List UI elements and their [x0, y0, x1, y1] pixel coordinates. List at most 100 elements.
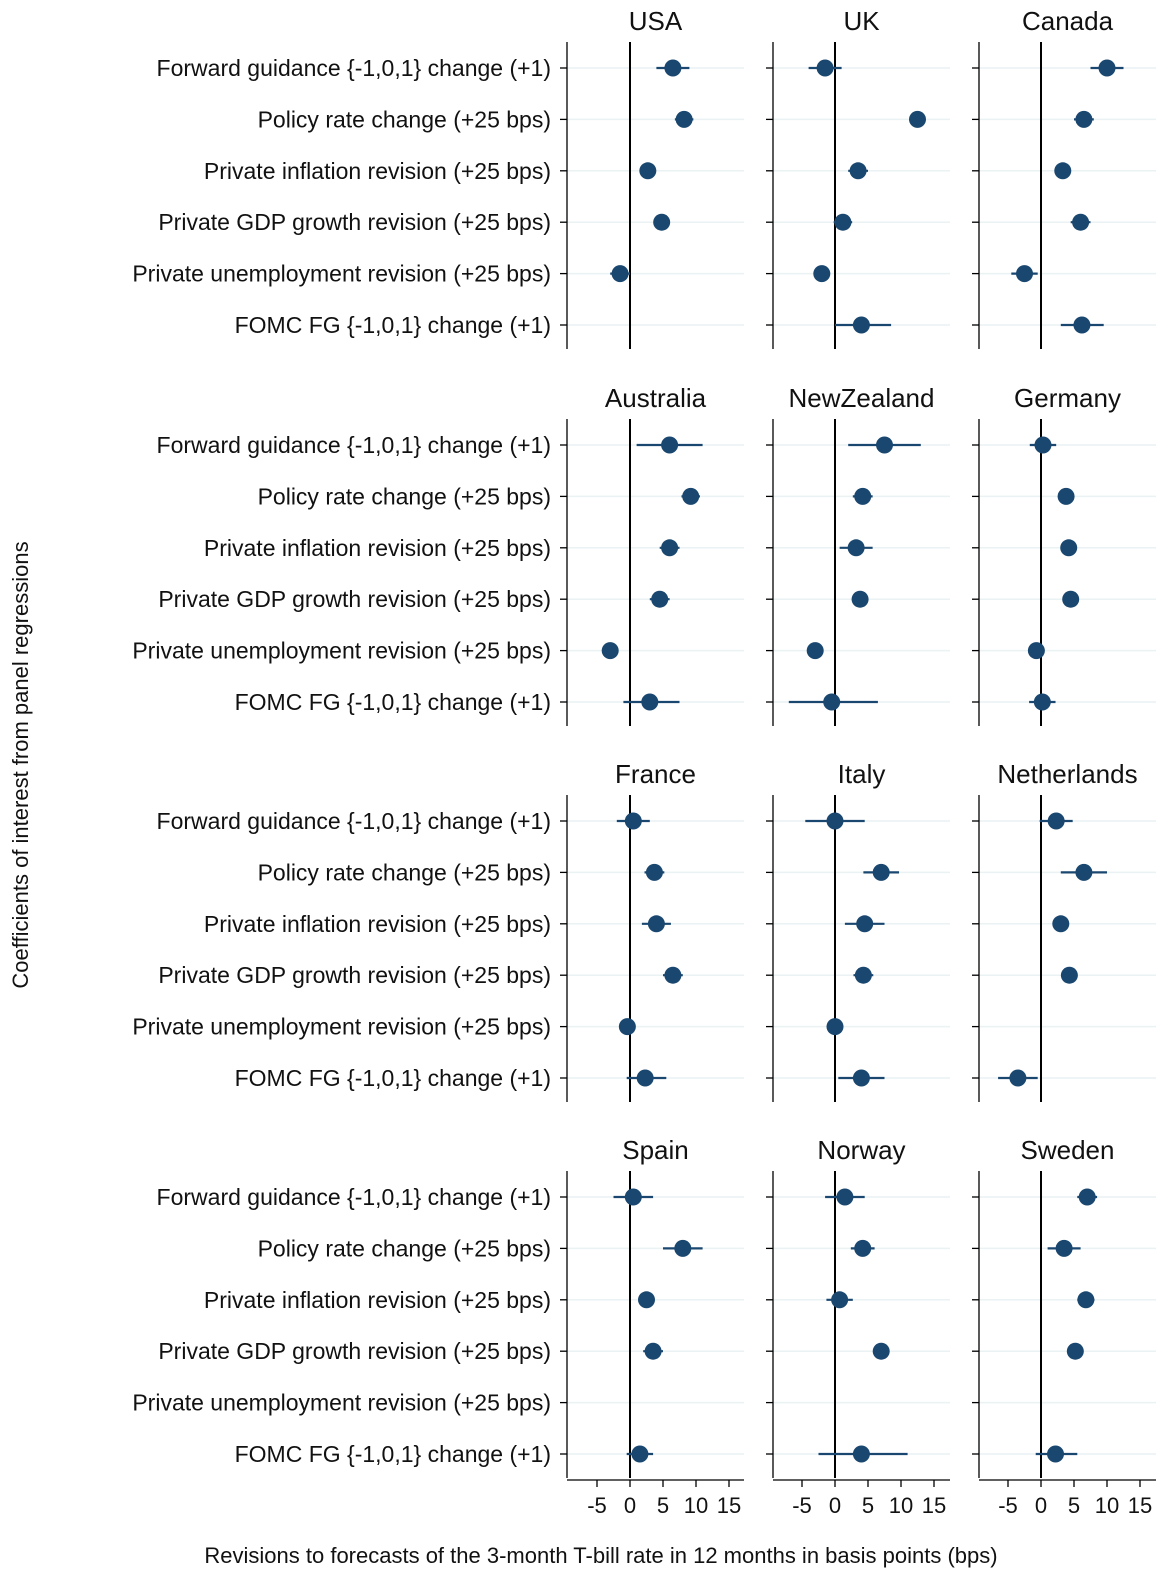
panel-title-norway: Norway [817, 1135, 905, 1165]
panel-title-sweden: Sweden [1021, 1135, 1115, 1165]
point-uk-3 [834, 213, 852, 231]
panel-title-canada: Canada [1022, 6, 1114, 36]
panel-title-usa: USA [629, 6, 683, 36]
row-label-1-1: Policy rate change (+25 bps) [258, 483, 551, 509]
point-canada-0 [1098, 59, 1116, 77]
panel-title-newzealand: NewZealand [789, 383, 935, 413]
row-label-2-4: Private unemployment revision (+25 bps) [132, 1014, 551, 1040]
point-newzealand-1 [854, 487, 872, 505]
panel-title-spain: Spain [622, 1135, 689, 1165]
point-newzealand-5 [823, 693, 841, 711]
point-netherlands-3 [1060, 966, 1078, 984]
point-uk-2 [849, 162, 867, 180]
point-italy-4 [826, 1018, 844, 1036]
point-uk-4 [813, 265, 831, 283]
point-sweden-0 [1078, 1188, 1096, 1206]
point-spain-0 [624, 1188, 642, 1206]
point-newzealand-2 [847, 539, 865, 557]
point-australia-1 [682, 487, 700, 505]
x-tick-label-1-3: 10 [889, 1493, 913, 1518]
point-germany-4 [1027, 642, 1045, 660]
point-germany-2 [1060, 539, 1078, 557]
x-tick-label-0-4: 15 [717, 1493, 741, 1518]
point-australia-3 [651, 590, 669, 608]
point-sweden-5 [1047, 1445, 1065, 1463]
point-france-0 [624, 812, 642, 830]
point-netherlands-1 [1075, 863, 1093, 881]
panel-title-france: France [615, 759, 696, 789]
panel-title-uk: UK [843, 6, 880, 36]
labels-layer: USA UK Canada Australia NewZealand Germany Fra… [132, 6, 1152, 1518]
point-italy-3 [854, 966, 872, 984]
point-netherlands-2 [1052, 915, 1070, 933]
point-usa-2 [639, 162, 657, 180]
row-label-0-1: Policy rate change (+25 bps) [258, 106, 551, 132]
row-label-1-4: Private unemployment revision (+25 bps) [132, 638, 551, 664]
panel-title-germany: Germany [1014, 383, 1121, 413]
point-usa-3 [653, 213, 671, 231]
x-axis-title: Revisions to forecasts of the 3-month T-… [204, 1543, 997, 1568]
point-spain-5 [631, 1445, 649, 1463]
x-tick-label-2-3: 10 [1095, 1493, 1119, 1518]
row-label-0-0: Forward guidance {-1,0,1} change (+1) [157, 55, 551, 81]
x-tick-label-0-0: -5 [587, 1493, 607, 1518]
row-label-0-4: Private unemployment revision (+25 bps) [132, 261, 551, 287]
panel-title-italy: Italy [838, 759, 886, 789]
point-spain-1 [674, 1239, 692, 1257]
point-france-1 [645, 863, 663, 881]
point-germany-1 [1057, 487, 1075, 505]
point-germany-3 [1062, 590, 1080, 608]
point-canada-1 [1075, 110, 1093, 128]
point-france-3 [664, 966, 682, 984]
row-label-3-3: Private GDP growth revision (+25 bps) [158, 1338, 551, 1364]
row-label-3-4: Private unemployment revision (+25 bps) [132, 1390, 551, 1416]
row-label-0-5: FOMC FG {-1,0,1} change (+1) [235, 312, 551, 338]
point-canada-4 [1016, 265, 1033, 283]
row-label-1-0: Forward guidance {-1,0,1} change (+1) [157, 432, 551, 458]
point-norway-2 [831, 1291, 849, 1309]
row-label-2-3: Private GDP growth revision (+25 bps) [158, 962, 551, 988]
point-newzealand-3 [851, 590, 869, 608]
row-label-3-1: Policy rate change (+25 bps) [258, 1235, 551, 1261]
point-uk-5 [852, 316, 870, 334]
point-france-2 [647, 915, 665, 933]
x-tick-label-1-4: 15 [922, 1493, 946, 1518]
x-tick-label-1-2: 5 [862, 1493, 874, 1518]
point-usa-4 [611, 265, 629, 283]
point-canada-2 [1054, 162, 1072, 180]
row-label-2-2: Private inflation revision (+25 bps) [204, 911, 551, 937]
x-tick-label-0-1: 0 [624, 1493, 636, 1518]
row-label-3-2: Private inflation revision (+25 bps) [204, 1287, 551, 1313]
row-label-2-0: Forward guidance {-1,0,1} change (+1) [157, 808, 551, 834]
row-label-3-5: FOMC FG {-1,0,1} change (+1) [235, 1441, 551, 1467]
point-netherlands-0 [1047, 812, 1065, 830]
point-norway-5 [852, 1445, 870, 1463]
x-tick-label-2-2: 5 [1068, 1493, 1080, 1518]
point-italy-5 [852, 1069, 870, 1087]
x-tick-label-2-1: 0 [1035, 1493, 1047, 1518]
row-label-1-2: Private inflation revision (+25 bps) [204, 535, 551, 561]
point-canada-3 [1072, 213, 1090, 231]
point-sweden-3 [1066, 1342, 1084, 1360]
point-norway-1 [854, 1239, 872, 1257]
row-label-0-3: Private GDP growth revision (+25 bps) [158, 209, 551, 235]
point-france-4 [618, 1018, 636, 1036]
point-australia-5 [641, 693, 659, 711]
row-label-2-1: Policy rate change (+25 bps) [258, 859, 551, 885]
point-usa-0 [664, 59, 682, 77]
estimates-layer [601, 59, 1124, 1463]
point-sweden-1 [1055, 1239, 1073, 1257]
row-label-0-2: Private inflation revision (+25 bps) [204, 158, 551, 184]
axes-layer [560, 42, 1156, 1487]
row-label-1-3: Private GDP growth revision (+25 bps) [158, 586, 551, 612]
x-tick-label-0-3: 10 [684, 1493, 708, 1518]
point-australia-0 [661, 436, 679, 454]
x-tick-label-0-2: 5 [657, 1493, 669, 1518]
x-tick-label-1-0: -5 [792, 1493, 812, 1518]
point-germany-0 [1034, 436, 1052, 454]
panel-title-australia: Australia [605, 383, 707, 413]
x-tick-label-1-1: 0 [829, 1493, 841, 1518]
point-norway-0 [836, 1188, 854, 1206]
point-newzealand-0 [876, 436, 893, 454]
